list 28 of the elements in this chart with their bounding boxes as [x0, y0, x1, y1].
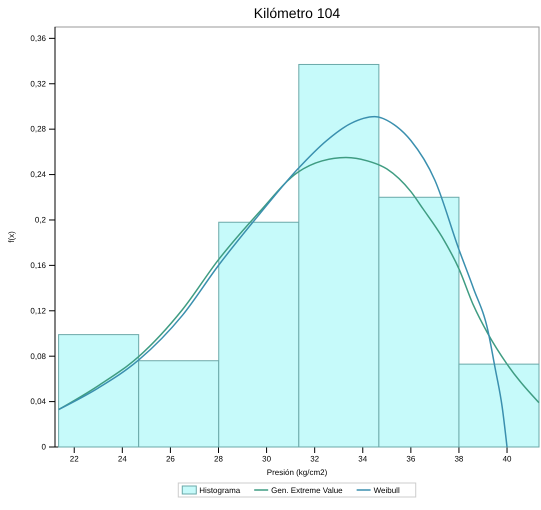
x-tick-label: 24	[118, 454, 128, 464]
y-tick-label: 0,04	[30, 397, 47, 406]
x-tick-label: 32	[310, 454, 320, 464]
legend-label: Gen. Extreme Value	[271, 486, 344, 495]
y-tick-label: 0,08	[30, 352, 47, 361]
y-tick-label: 0,36	[30, 34, 47, 43]
x-tick-label: 38	[454, 454, 464, 464]
x-axis-title: Presión (kg/cm2)	[266, 468, 328, 477]
y-tick-label: 0	[42, 442, 47, 452]
line-series	[58, 156, 540, 410]
x-tick-label: 28	[214, 454, 224, 464]
legend-label: Histograma	[199, 486, 241, 495]
y-tick-label: 0,28	[30, 124, 47, 134]
x-tick-label: 34	[358, 454, 368, 464]
y-tick-label: 0,32	[30, 79, 47, 88]
x-tick-label: 36	[406, 454, 416, 464]
chart-title: Kilómetro 104	[254, 5, 340, 21]
y-tick-label: 0,24	[30, 170, 47, 180]
y-tick-label: 0,16	[30, 260, 47, 270]
x-tick-label: 26	[166, 454, 176, 464]
y-axis-title: f(x)	[7, 230, 16, 243]
y-tick-label: 0,2	[34, 216, 47, 225]
legend-label: Weibull	[374, 486, 400, 495]
x-tick-label: 22	[70, 454, 80, 464]
x-tick-label: 40	[502, 454, 512, 464]
x-tick-label: 30	[262, 454, 272, 464]
line-series	[58, 116, 508, 448]
y-tick-label: 0,12	[30, 306, 47, 316]
